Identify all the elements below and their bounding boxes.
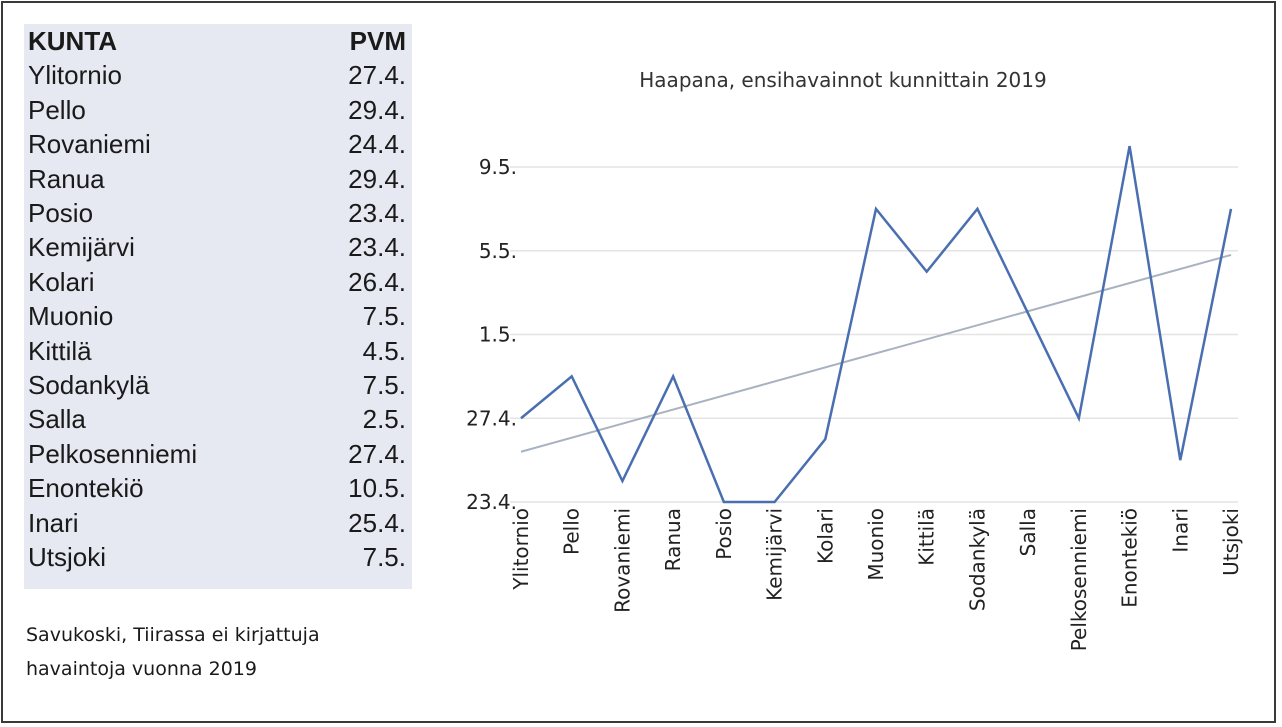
row-pvm: 27.4. [348,438,406,469]
row-pvm: 23.4. [348,232,406,263]
row-pvm: 7.5. [362,370,406,400]
table-row: Sodankylä 7.5. [24,368,412,402]
x-tick-label: Muonio [864,508,888,581]
table-row: Rovaniemi 24.4. [24,127,412,161]
row-kunta: Muonio [28,301,114,332]
x-tick-label: Ranua [661,508,685,571]
table-row: Muonio 7.5. [24,299,412,333]
table-row: Posio 23.4. [24,196,412,230]
footnote: Savukoski, Tiirassa ei kirjattuja havain… [26,624,320,680]
x-tick-label: Rovaniemi [610,508,634,613]
x-tick-label: Kemijärvi [763,508,787,601]
row-kunta: Kolari [28,266,95,297]
y-tick-label: 9.5. [479,155,517,179]
y-tick-label: 5.5. [479,239,517,263]
x-tick-label: Salla [1016,508,1040,556]
x-tick-label: Kittilä [915,508,939,566]
data-table: KUNTA PVM Ylitornio 27.4. Pello 29.4. Rovani… [24,24,412,589]
row-kunta: Ranua [28,163,105,194]
header-pvm: PVM [349,26,406,56]
chart-title: Haapana, ensihavainnot kunnittain 2019 [639,68,1046,92]
x-tick-label: Pelkosenniemi [1067,508,1091,651]
y-tick-label: 1.5. [479,323,517,347]
table-row: Kemijärvi 23.4. [24,230,412,264]
row-pvm: 27.4. [348,60,406,91]
row-pvm: 2.5. [362,404,406,435]
row-pvm: 25.4. [348,507,406,538]
row-kunta: Ylitornio [28,60,122,91]
trendline [520,253,1232,453]
row-pvm: 7.5. [362,301,406,332]
table-header: KUNTA PVM [24,24,412,58]
x-tick-label: Inari [1168,508,1192,553]
table-row: Ylitornio 27.4. [24,58,412,92]
table-row: Inari 25.4. [24,506,412,540]
x-tick-label: Pello [560,508,584,555]
y-tick-label: 27.4. [466,406,517,430]
row-pvm: 4.5. [362,335,406,366]
table-row: Kolari 26.4. [24,265,412,299]
x-tick-label: Posio [712,508,736,560]
row-kunta: Pello [28,94,86,125]
row-pvm: 24.4. [348,129,406,160]
table-row: Pello 29.4. [24,93,412,127]
x-tick-label: Ylitornio [509,508,533,591]
table-row: Ranua 29.4. [24,162,412,196]
x-tick-label: Kolari [813,508,837,564]
row-pvm: 29.4. [348,94,406,125]
table-row: Enontekiö 10.5. [24,471,412,505]
header-kunta: KUNTA [28,26,118,56]
row-kunta: Rovaniemi [28,129,151,160]
row-kunta: Sodankylä [28,370,150,400]
x-tick-label: Utsjoki [1219,508,1243,576]
y-tick-label: 23.4. [466,490,517,514]
row-kunta: Enontekiö [28,473,144,504]
row-kunta: Utsjoki [28,542,107,572]
row-kunta: Salla [28,404,86,435]
row-pvm: 26.4. [348,266,406,297]
row-pvm: 29.4. [348,163,406,194]
row-kunta: Kittilä [28,335,92,366]
table-row: Salla 2.5. [24,402,412,436]
row-kunta: Inari [28,507,79,538]
row-kunta: Kemijärvi [28,232,135,263]
row-kunta: Pelkosenniemi [28,438,198,469]
table-row: Utsjoki 7.5. [24,540,412,574]
table-row: Kittilä 4.5. [24,334,412,368]
row-pvm: 23.4. [348,198,406,228]
row-pvm: 7.5. [362,542,406,572]
series-line [520,145,1233,504]
table-row: Pelkosenniemi 27.4. [24,437,412,471]
x-tick-label: Sodankylä [965,508,989,611]
row-kunta: Posio [28,198,94,228]
row-pvm: 10.5. [348,473,406,504]
x-tick-label: Enontekiö [1118,508,1142,608]
